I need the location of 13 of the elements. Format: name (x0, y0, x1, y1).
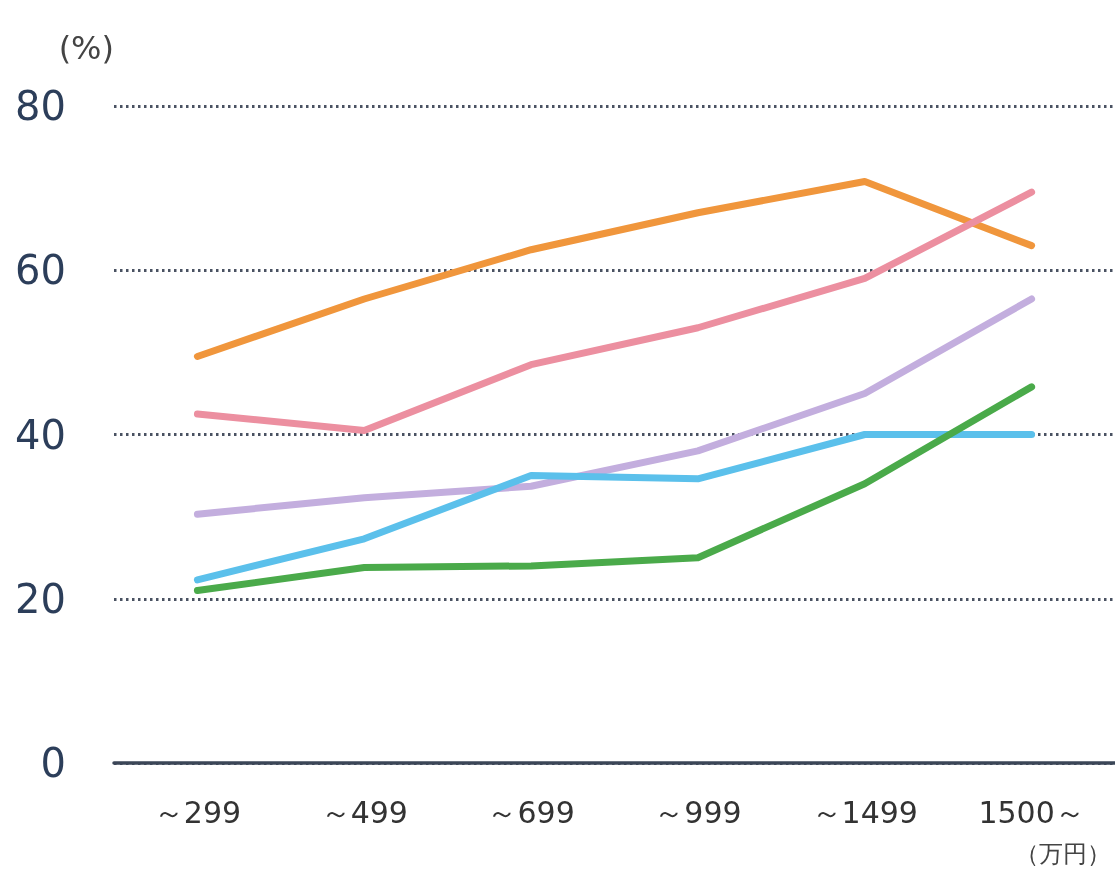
y-tick-label: 40 (15, 411, 66, 458)
y-tick-label: 60 (15, 247, 66, 294)
x-tick-label: 1500～ (978, 794, 1085, 830)
x-tick-label: ～299 (153, 794, 242, 830)
x-axis-title: （万円） (1015, 840, 1111, 868)
y-axis-title: (%) (58, 29, 114, 67)
y-tick-label: 80 (15, 83, 66, 129)
x-tick-label: ～499 (320, 794, 408, 830)
y-tick-label: 20 (15, 575, 66, 622)
x-tick-label: ～699 (487, 794, 575, 830)
y-tick-label: 0 (40, 740, 66, 786)
x-tick-label: ～999 (654, 794, 742, 830)
x-tick-label: ～1499 (811, 794, 918, 830)
